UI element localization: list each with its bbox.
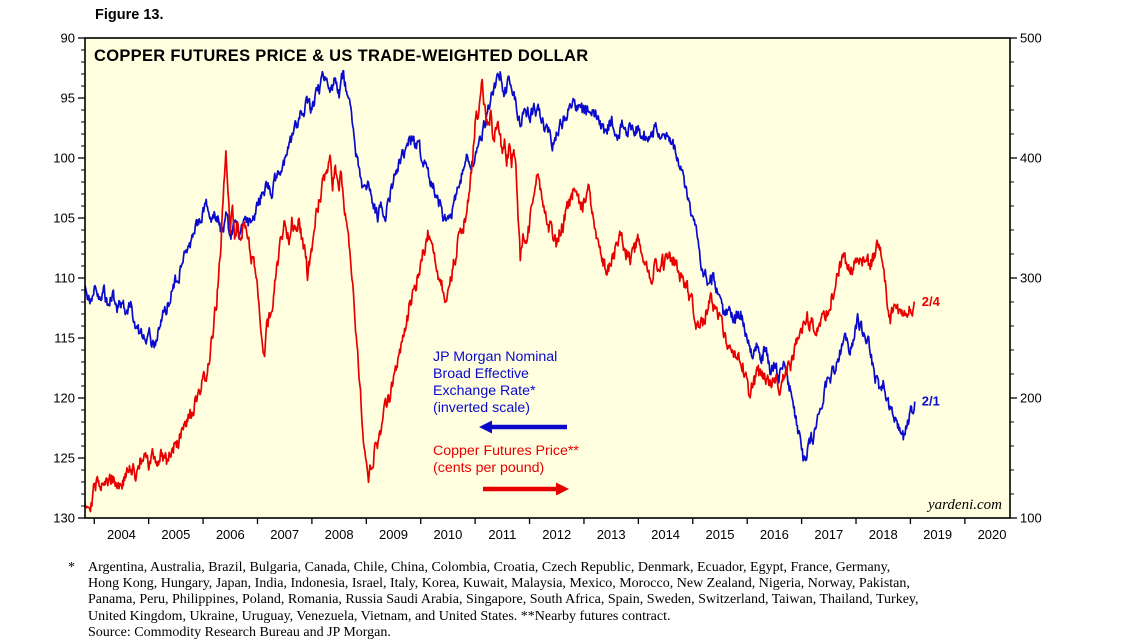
left-axis-label: 130 [53,511,75,526]
copper-dollar-chart: 90 95 100 105 110 115 120 125 130 500 400 300 200 100… [53,31,1042,543]
copper-right-arrow-head [556,482,569,496]
footnote-line-3: Panama, Peru, Philippines, Poland, Roman… [88,592,919,608]
dollar-annotation-line: Exchange Rate* [433,383,536,399]
left-axis-label: 95 [61,91,75,106]
x-axis-year-label: 2016 [760,527,789,542]
right-axis-label: 200 [1020,391,1042,406]
dollar-annotation-line: (inverted scale) [433,400,530,416]
left-axis-label: 120 [53,391,75,406]
footnote-asterisk-marker: * [68,560,75,575]
copper-end-label: 2/4 [922,294,941,309]
plot-background [85,38,1010,518]
dollar-end-label: 2/1 [922,394,940,409]
x-axis-year-label: 2010 [433,527,462,542]
right-axis-label: 500 [1020,31,1042,46]
x-axis-year-label: 2015 [706,527,735,542]
plot-border [84,37,1011,519]
x-axis-year-label: 2017 [814,527,843,542]
x-axis-year-label: 2011 [488,527,516,542]
right-axis-label: 400 [1020,151,1042,166]
footnote-line-1-text: Argentina, Australia, Brazil, Bulgaria, … [88,560,891,575]
left-axis-label: 115 [54,331,75,346]
x-axis-year-label: 2006 [216,527,245,542]
footnote-source: Source: Commodity Research Bureau and JP… [88,624,391,640]
copper-annotation-line: (cents per pound) [433,460,544,476]
x-axis-year-label: 2004 [107,527,136,542]
x-axis: 2004 2005 2006 2007 2008 2009 2010 2011 2012 2013… [93,518,1007,542]
right-axis-label: 300 [1020,271,1042,286]
left-axis-label: 100 [53,151,75,166]
copper-annotation-line: Copper Futures Price** [433,443,579,459]
x-axis-year-label: 2018 [869,527,898,542]
left-axis-label: 125 [53,451,75,466]
x-axis-year-label: 2012 [542,527,571,542]
left-axis-label: 105 [53,211,75,226]
dollar-left-arrow-head [479,420,492,434]
right-axis: 500 400 300 200 100 [1010,31,1042,526]
x-axis-year-label: 2009 [379,527,408,542]
footnote-line-2: Hong Kong, Hungary, Japan, India, Indone… [88,576,910,592]
right-axis-label: 100 [1020,511,1042,526]
x-axis-year-label: 2014 [651,527,680,542]
footnote-line-1: * Argentina, Australia, Brazil, Bulgaria,… [68,560,1128,576]
left-axis-label: 90 [61,31,75,46]
copper-annotation: Copper Futures Price**(cents per pound) [433,443,579,476]
dollar-annotation-line: Broad Effective [433,366,529,382]
dollar-left-arrow [479,420,567,434]
dollar-annotation-line: JP Morgan Nominal [433,349,557,365]
x-axis-year-label: 2008 [325,527,354,542]
series-layer [85,69,916,513]
x-axis-year-label: 2005 [161,527,190,542]
chart-title: COPPER FUTURES PRICE & US TRADE-WEIGHTED… [94,47,588,65]
left-axis: 90 95 100 105 110 115 120 125 130 [53,31,85,526]
x-axis-year-label: 2019 [923,527,952,542]
copper-right-arrow [483,482,569,496]
dollar-series-line [85,69,916,462]
left-axis-label: 110 [54,271,75,286]
x-axis-year-label: 2013 [597,527,626,542]
x-axis-year-label: 2007 [270,527,299,542]
x-axis-year-label: 2020 [978,527,1007,542]
footnote-line-4: United Kingdom, Ukraine, Uruguay, Venezu… [88,608,671,624]
footnotes: * Argentina, Australia, Brazil, Bulgaria,… [68,560,1128,641]
figure-label: Figure 13. [95,7,164,23]
copper-series-line [85,78,916,513]
watermark: yardeni.com [926,497,1002,513]
